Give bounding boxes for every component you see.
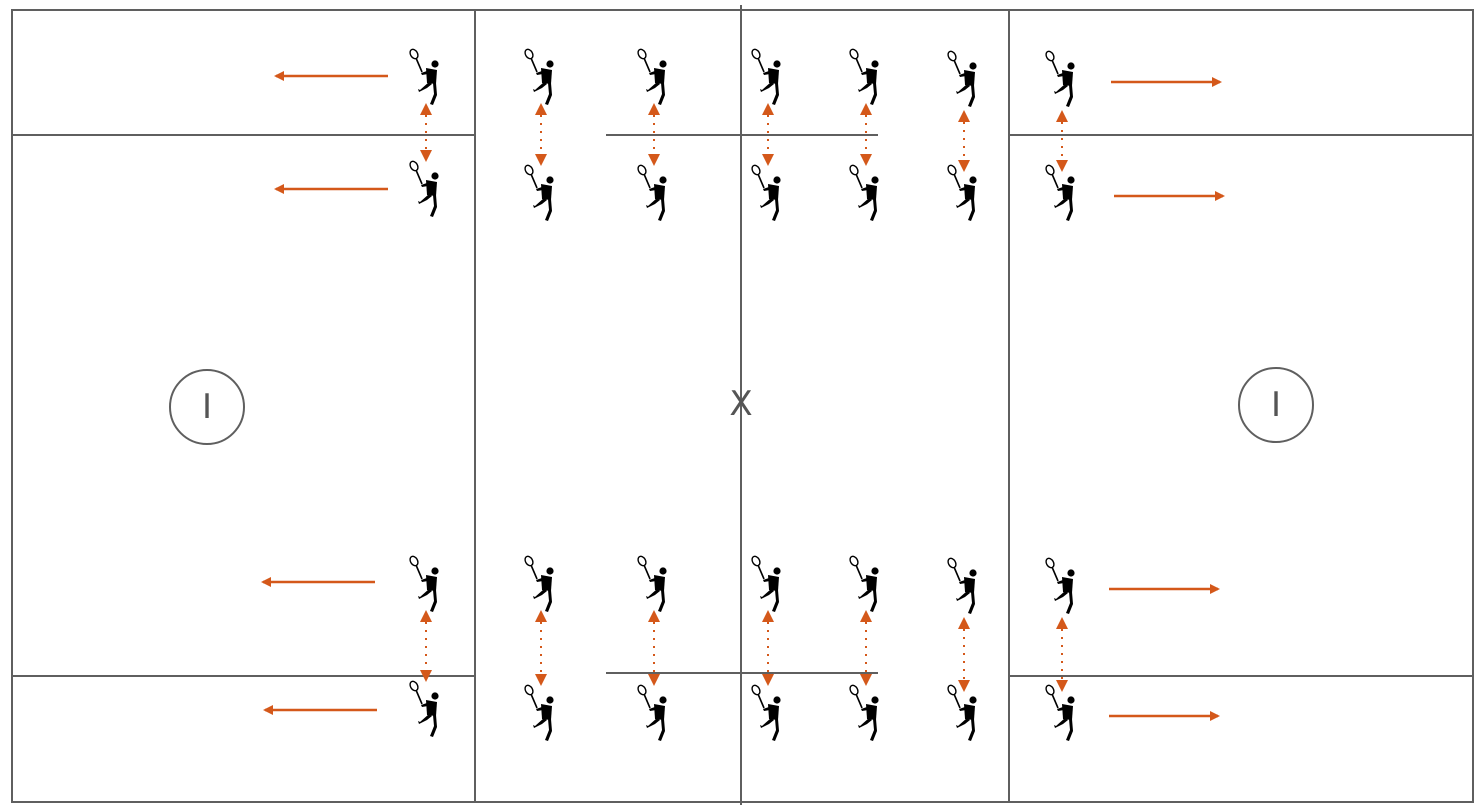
- lacrosse-player-icon: [749, 163, 782, 222]
- lacrosse-player-icon: [945, 683, 978, 742]
- pair-connector-arrow: [860, 610, 872, 686]
- pair-connector-arrow: [762, 610, 774, 686]
- lacrosse-player-icon: [407, 679, 440, 738]
- lacrosse-player-icon: [407, 554, 440, 613]
- lacrosse-player-icon: [407, 159, 440, 218]
- lacrosse-player-icon: [945, 556, 978, 615]
- pair-connector-arrow: [762, 103, 774, 166]
- left-crease-label: I: [201, 387, 213, 427]
- lacrosse-player-icon: [749, 554, 782, 613]
- lacrosse-player-icon: [749, 47, 782, 106]
- pair-connector-arrow: [1056, 617, 1068, 692]
- right-crease: [1238, 367, 1314, 443]
- lacrosse-player-icon: [635, 554, 668, 613]
- pair-connector-arrow: [420, 103, 432, 162]
- center-x-mark: X: [729, 384, 753, 424]
- lacrosse-player-icon: [847, 47, 880, 106]
- lacrosse-player-icon: [1043, 163, 1076, 222]
- pair-connector-arrow: [958, 617, 970, 692]
- lacrosse-player-icon: [407, 47, 440, 106]
- field-lines: [11, 5, 1474, 805]
- lacrosse-player-icon: [749, 683, 782, 742]
- direction-arrows: [261, 71, 1225, 721]
- right-crease-label: I: [1270, 385, 1282, 425]
- lacrosse-player-icon: [1043, 683, 1076, 742]
- pair-connector-arrow: [648, 103, 660, 166]
- lacrosse-player-icon: [945, 49, 978, 108]
- lacrosse-player-icon: [847, 554, 880, 613]
- pair-connector-arrow: [535, 103, 547, 166]
- lacrosse-player-icon: [522, 683, 555, 742]
- pair-connector-arrow: [420, 610, 432, 682]
- lacrosse-player-icon: [522, 47, 555, 106]
- lacrosse-player-icon: [522, 554, 555, 613]
- pair-connector-arrow: [1056, 110, 1068, 172]
- lacrosse-player-icon: [635, 683, 668, 742]
- pair-connector-arrow: [648, 610, 660, 686]
- lacrosse-player-icon: [945, 163, 978, 222]
- field-boundary: [11, 9, 1474, 803]
- lacrosse-player-icon: [1043, 556, 1076, 615]
- pair-connector-arrow: [958, 110, 970, 172]
- pair-connector-arrow: [860, 103, 872, 166]
- pair-connector-arrow: [535, 610, 547, 686]
- left-crease: [169, 369, 245, 445]
- lacrosse-player-icon: [847, 163, 880, 222]
- pair-connectors: [420, 103, 1068, 692]
- lacrosse-player-icon: [635, 47, 668, 106]
- lacrosse-player-icon: [1043, 49, 1076, 108]
- lacrosse-player-icon: [522, 163, 555, 222]
- lacrosse-player-icon: [847, 683, 880, 742]
- lacrosse-player-icon: [635, 163, 668, 222]
